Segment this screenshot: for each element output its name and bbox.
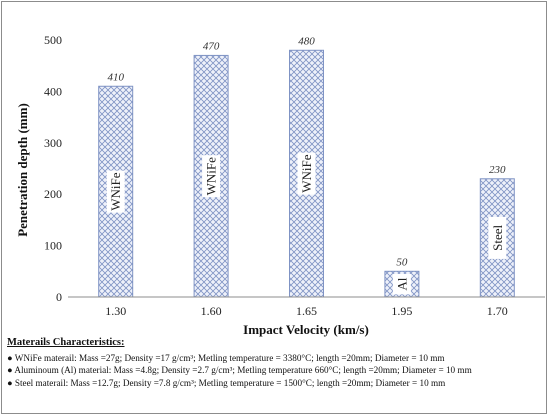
y-tick-label-3: 300 xyxy=(44,136,62,150)
bar-label-bg-2 xyxy=(297,152,316,195)
y-axis-ticks: 0 100 200 300 400 500 xyxy=(44,33,62,304)
bar-label-4: Steel xyxy=(490,225,505,251)
notes-title: Materails Characteristics: xyxy=(7,337,125,348)
y-tick-label-0: 0 xyxy=(56,290,62,304)
note-wnife: ● WNiFe materail: Mass =27g; Density =17… xyxy=(7,352,445,363)
x-tick-label-0: 1.30 xyxy=(105,304,126,318)
x-axis-ticks: 1.30 1.60 1.65 1.95 1.70 xyxy=(105,304,508,318)
bar-label-1: WNiFe xyxy=(204,157,219,196)
data-label-2: 480 xyxy=(298,35,315,47)
bar-label-0: WNiFe xyxy=(108,172,123,211)
bar-label-bg-0 xyxy=(106,170,125,213)
bar-label-2: WNiFe xyxy=(299,154,314,193)
y-tick-label-5: 500 xyxy=(44,33,62,47)
materials-notes: Materails Characteristics: ● WNiFe mater… xyxy=(7,337,547,389)
x-tick-label-3: 1.95 xyxy=(391,304,412,318)
data-label-0: 410 xyxy=(107,71,124,83)
y-tick-label-1: 100 xyxy=(44,239,62,253)
bar-label-bg-3 xyxy=(392,273,411,295)
y-tick-label-4: 400 xyxy=(44,84,62,98)
data-label-1: 470 xyxy=(203,40,220,52)
x-tick-label-2: 1.65 xyxy=(296,304,317,318)
data-label-4: 230 xyxy=(489,164,506,176)
bar-label-bg-4 xyxy=(488,216,507,259)
bars: 410 WNiFe 470 WNiFe 480 WNiFe 50 Al 230 Steel xyxy=(98,35,515,298)
note-aluminium: ● Aluminoum (Al) material: Mass =4.8g; D… xyxy=(7,365,472,375)
bar-label-bg-1 xyxy=(202,155,221,198)
y-tick-label-2: 200 xyxy=(44,187,62,201)
x-tick-label-4: 1.70 xyxy=(487,304,508,318)
note-steel: ● Steel materail: Mass =12.7g; Density =… xyxy=(7,377,446,388)
x-tick-label-1: 1.60 xyxy=(201,304,222,318)
data-label-3: 50 xyxy=(396,256,408,268)
bar-label-3: Al xyxy=(394,277,409,290)
y-axis-title: Penetration depth (mm) xyxy=(15,103,30,237)
x-axis-title: Impact Velocity (km/s) xyxy=(243,322,369,337)
